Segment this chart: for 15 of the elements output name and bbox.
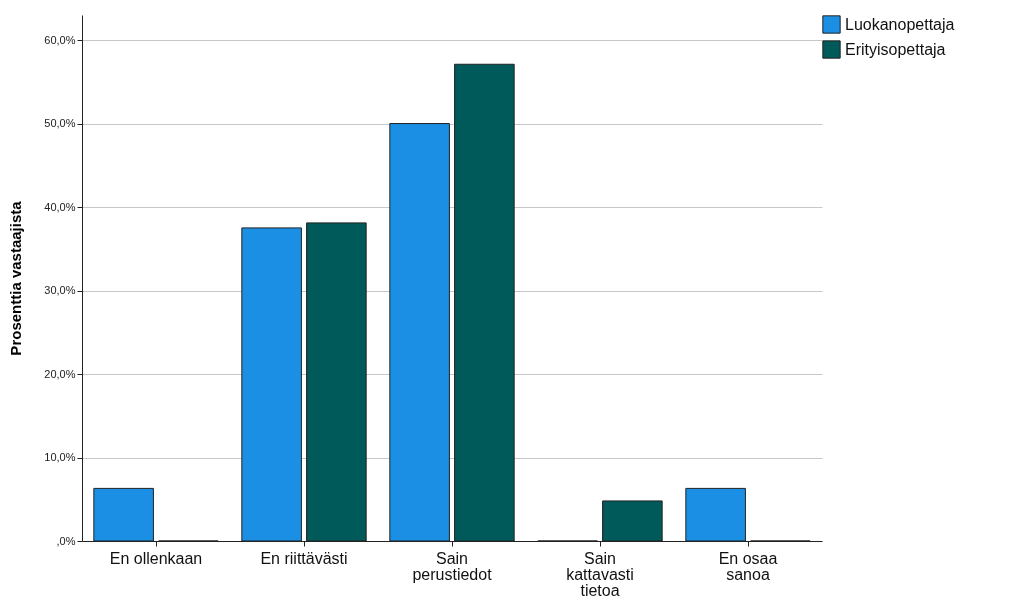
y-tick-label: 10,0% (44, 451, 76, 464)
y-tick-label: ,0% (56, 534, 76, 547)
y-tick-label: 50,0% (44, 117, 76, 130)
x-tick-label: En ollenkaan (109, 549, 203, 567)
y-tick-label: 30,0% (44, 284, 76, 297)
x-tick-label: Sain kattavasti tietoa (566, 549, 634, 599)
x-tick-label: En osaa sanoa (718, 549, 778, 583)
x-tick-label: En riittävästi (260, 549, 348, 567)
legend-label: Luokanopettaja (845, 15, 955, 33)
y-tick-label: 60,0% (44, 33, 76, 46)
y-tick-label: 40,0% (44, 200, 76, 213)
x-tick-label: Sain perustiedot (412, 549, 493, 583)
legend-label: Erityisopettaja (845, 40, 946, 58)
y-tick-label: 20,0% (44, 367, 76, 380)
y-axis-title: Prosenttia vastaajista (7, 200, 25, 356)
